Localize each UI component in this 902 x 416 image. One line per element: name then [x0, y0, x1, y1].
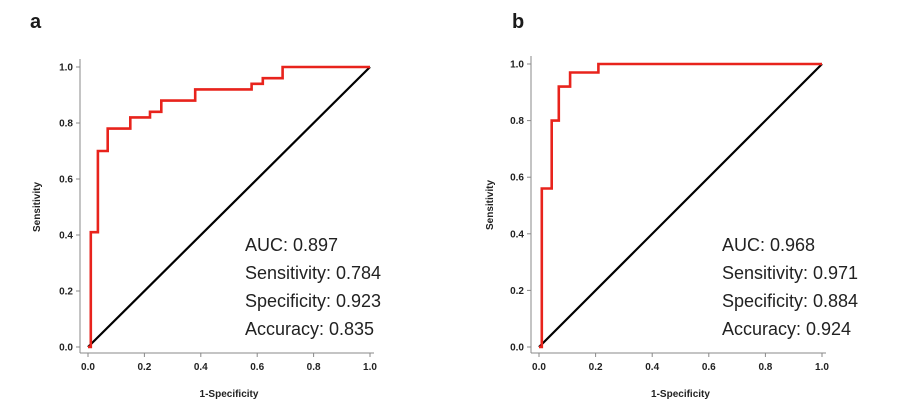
y-tick-label: 0.0	[59, 343, 73, 354]
y-tick-label: 0.6	[59, 175, 73, 186]
y-tick-label: 0.4	[510, 229, 524, 240]
panel-b: b 0.0 0.2 0.4 0.6 0.8 1.0 0.0 0.2 0.4 0.6 0.8 1.0 1-S…	[485, 11, 858, 400]
y-tick-label: 0.8	[59, 119, 73, 130]
stat-annotation: AUC: 0.897	[245, 235, 338, 255]
y-axis-title: Sensitivity	[485, 180, 496, 230]
stat-annotation: Sensitivity: 0.971	[722, 263, 858, 283]
stat-annotation: Accuracy: 0.924	[722, 319, 851, 339]
x-tick-label: 0.8	[758, 362, 772, 373]
stat-annotation: Sensitivity: 0.784	[245, 263, 381, 283]
stat-annotation: Specificity: 0.923	[245, 291, 381, 311]
y-tick-label: 0.2	[59, 287, 73, 298]
x-tick-label: 0.4	[194, 362, 208, 373]
y-tick-label: 1.0	[510, 60, 524, 71]
x-tick-label: 0.2	[589, 362, 603, 373]
y-tick-label: 0.0	[510, 343, 524, 354]
x-axis-title: 1-Specificity	[651, 389, 710, 400]
panel-label: b	[512, 11, 524, 33]
x-tick-label: 0.6	[702, 362, 716, 373]
x-tick-label: 0.6	[250, 362, 264, 373]
y-tick-label: 0.6	[510, 173, 524, 184]
x-tick-label: 0.4	[645, 362, 659, 373]
x-tick-label: 0.8	[307, 362, 321, 373]
x-tick-label: 1.0	[363, 362, 377, 373]
y-tick-label: 0.8	[510, 116, 524, 127]
roc-curve-line	[88, 65, 370, 349]
y-tick-label: 1.0	[59, 63, 73, 74]
panel-label: a	[30, 11, 42, 33]
stat-annotation: Accuracy: 0.835	[245, 319, 374, 339]
stat-annotation: AUC: 0.968	[722, 235, 815, 255]
roc-curve-line	[539, 62, 822, 349]
x-tick-label: 1.0	[815, 362, 829, 373]
reference-diagonal-line	[87, 66, 371, 348]
x-axis-title: 1-Specificity	[200, 389, 259, 400]
reference-diagonal-line	[538, 63, 823, 348]
panel-a: a 0.0 0.2 0.4 0.6 0.8 1.0 0.0 0.2 0.4 0.6 0.8 1.0 1-S…	[30, 11, 381, 400]
stat-annotation: Specificity: 0.884	[722, 291, 858, 311]
y-axis-title: Sensitivity	[32, 182, 43, 232]
y-tick-label: 0.2	[510, 286, 524, 297]
y-tick-label: 0.4	[59, 231, 73, 242]
x-tick-label: 0.0	[532, 362, 546, 373]
x-tick-label: 0.0	[81, 362, 95, 373]
x-tick-label: 0.2	[137, 362, 151, 373]
